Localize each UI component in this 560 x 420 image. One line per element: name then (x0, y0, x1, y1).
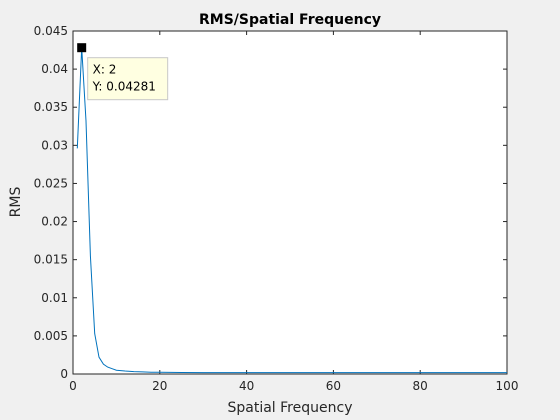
datatip-box (87, 57, 169, 101)
y-tick-label: 0.025 (34, 176, 68, 190)
data-point (463, 372, 465, 374)
data-point (85, 120, 87, 122)
x-tick-label: 100 (496, 379, 519, 393)
datatip-x-value: X: 2 (93, 63, 117, 77)
data-point (289, 372, 291, 374)
data-point (181, 372, 183, 374)
x-tick-label: 60 (326, 379, 341, 393)
y-tick-label: 0.015 (34, 253, 68, 267)
y-tick-label: 0.005 (34, 329, 68, 343)
data-point (133, 371, 135, 373)
chart-title: RMS/Spatial Frequency (199, 12, 381, 28)
data-point (419, 372, 421, 374)
data-point (107, 366, 109, 368)
data-point (333, 372, 335, 374)
data-point (506, 372, 508, 374)
y-tick-label: 0.045 (34, 24, 68, 38)
data-point (142, 371, 144, 373)
x-tick-label: 80 (413, 379, 428, 393)
data-point (150, 371, 152, 373)
data-point (116, 369, 118, 371)
y-tick-label: 0 (60, 367, 68, 381)
data-point (90, 255, 92, 257)
y-axis-title: RMS (8, 187, 24, 218)
x-tick-label: 0 (69, 379, 77, 393)
y-tick-label: 0.02 (41, 215, 68, 229)
data-point (376, 372, 378, 374)
y-tick-label: 0.04 (41, 62, 68, 76)
y-tick-label: 0.035 (34, 100, 68, 114)
y-tick-label: 0.01 (41, 291, 68, 305)
x-axis-title: Spatial Frequency (228, 400, 353, 416)
data-point (98, 356, 100, 358)
data-point (202, 372, 204, 374)
data-point (246, 372, 248, 374)
series-line (76, 47, 507, 374)
datatip[interactable]: X: 2 Y: 0.04281 (77, 43, 169, 101)
x-tick-label: 20 (152, 379, 167, 393)
data-point (124, 370, 126, 372)
x-tick-label: 40 (239, 379, 254, 393)
data-point (94, 333, 96, 335)
datatip-marker[interactable] (77, 43, 87, 53)
y-tick-label: 0.03 (41, 138, 68, 152)
data-point (103, 363, 105, 365)
data-point (159, 372, 161, 374)
data-point (111, 368, 113, 370)
datatip-y-value: Y: 0.04281 (92, 80, 156, 94)
data-point (77, 148, 79, 150)
